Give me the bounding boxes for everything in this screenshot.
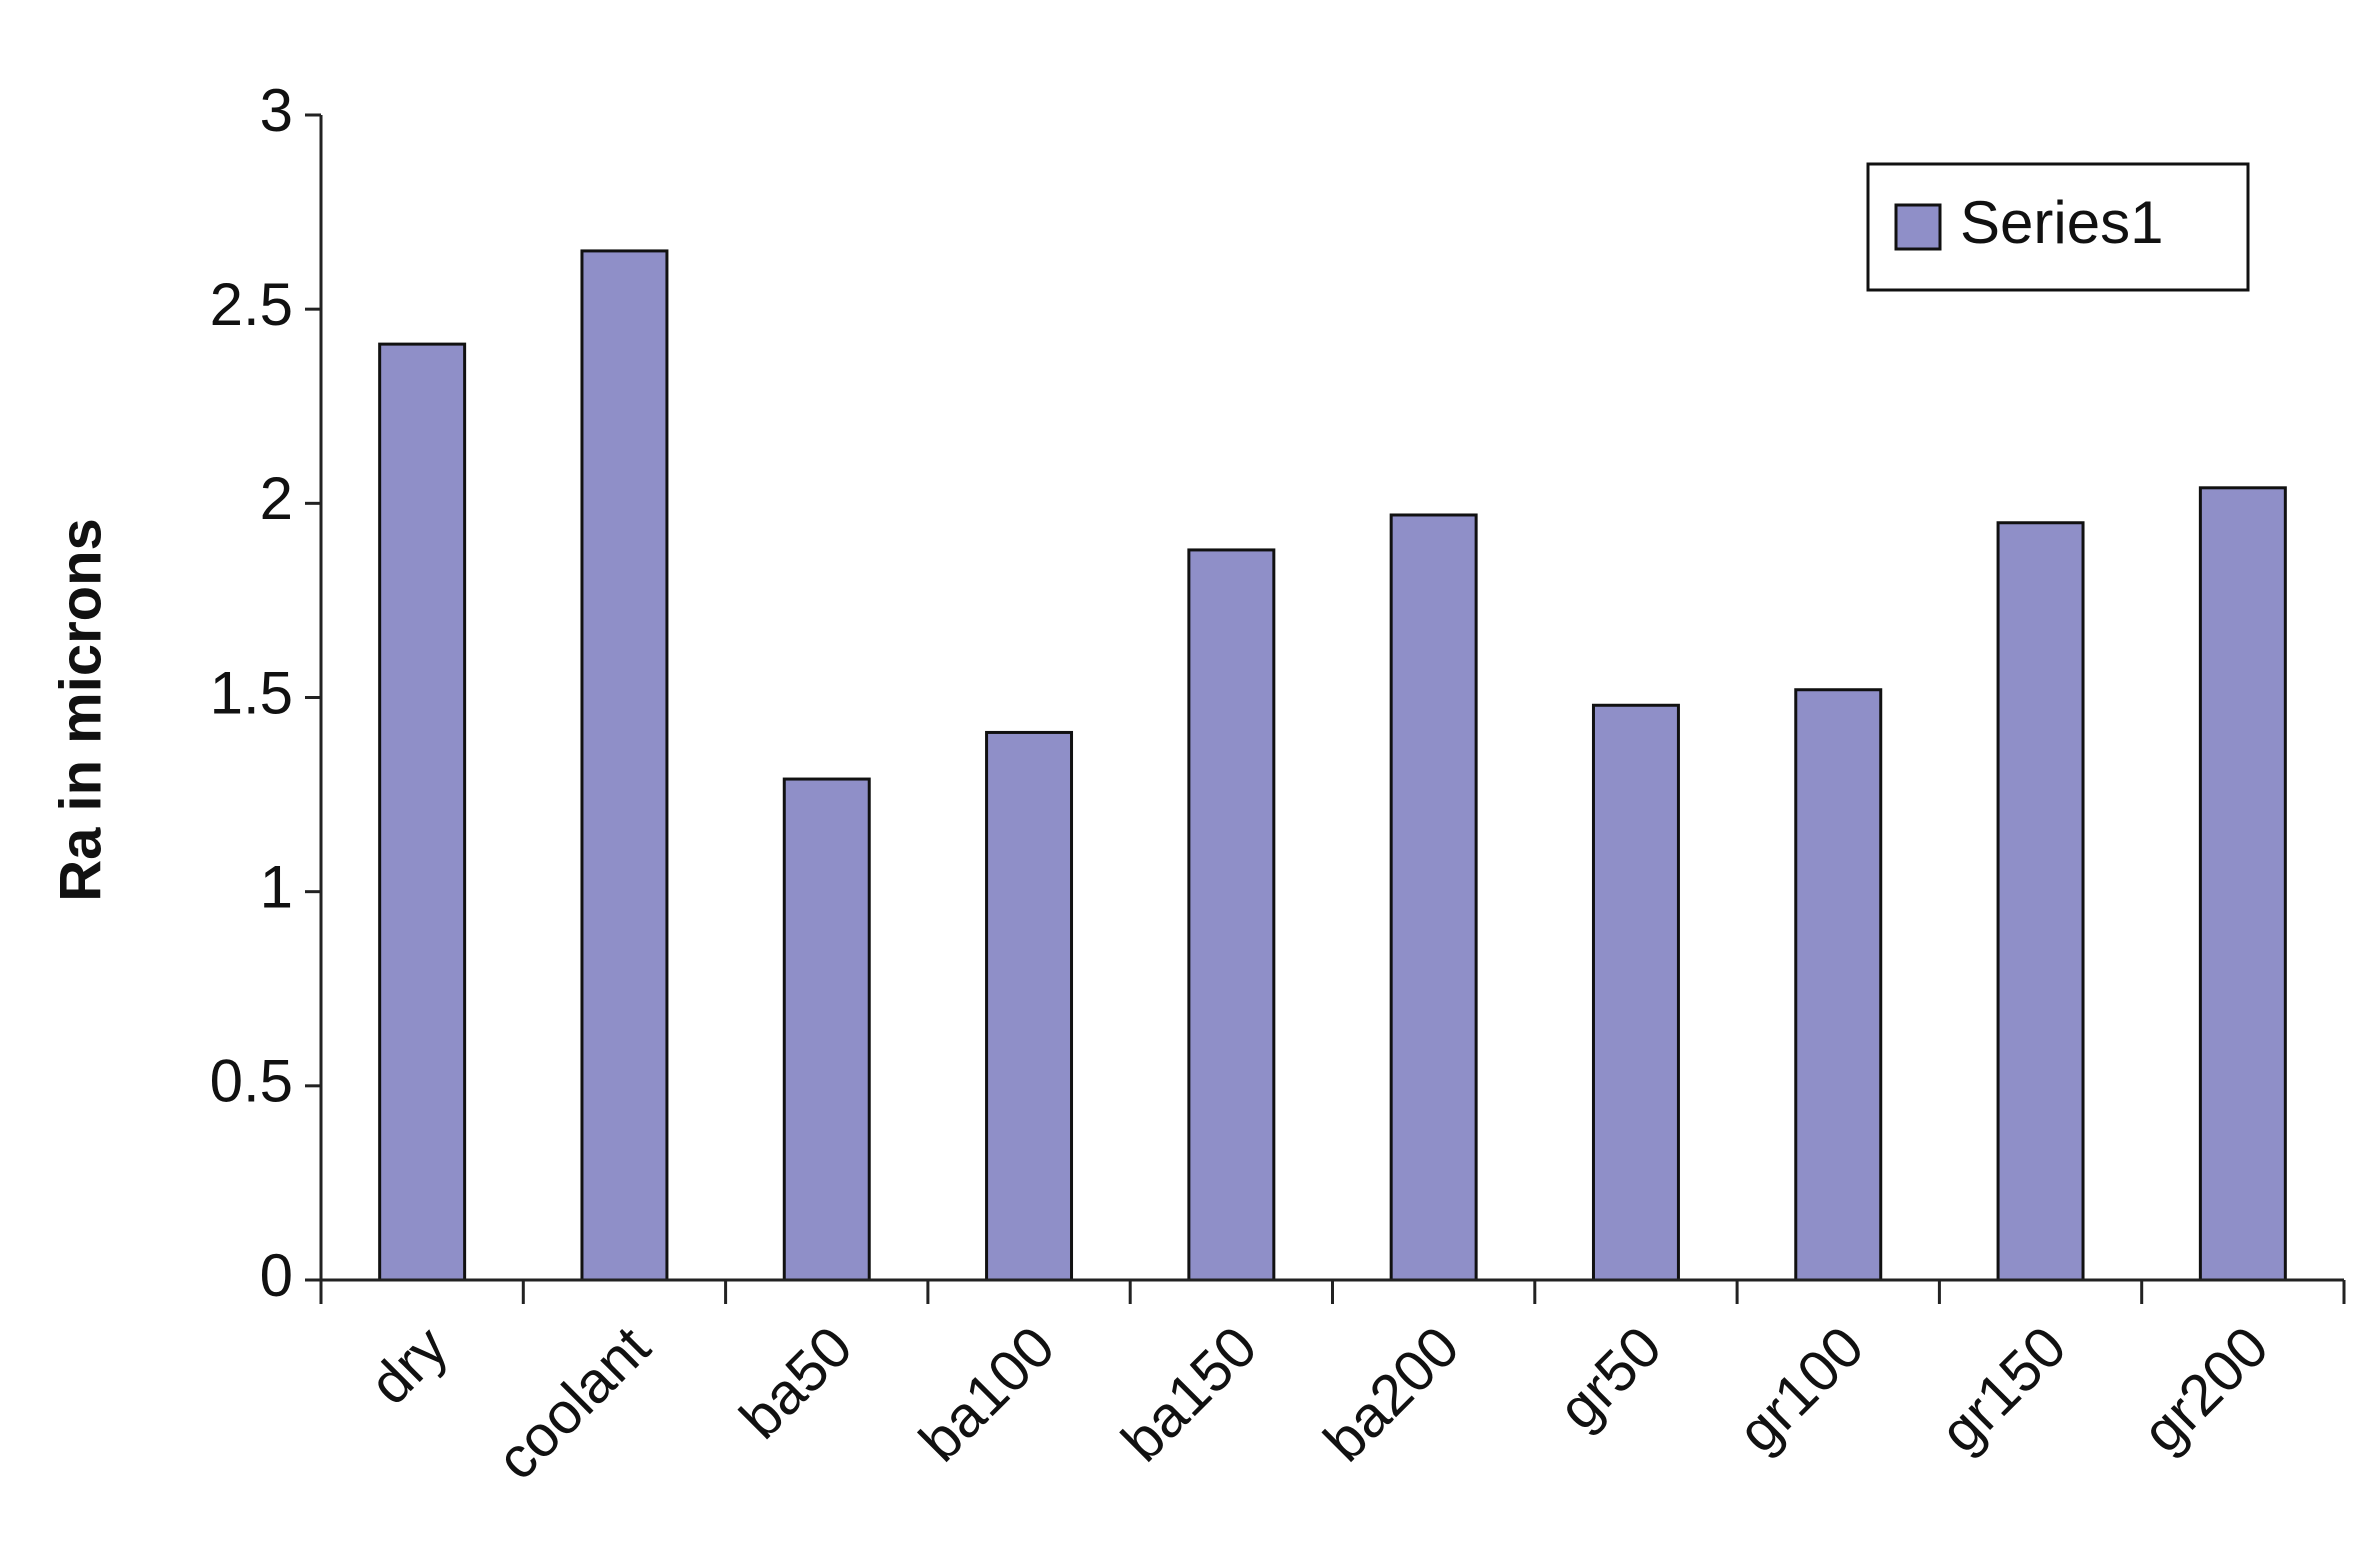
bar: [378, 342, 467, 1282]
x-tick-label: gr150: [1928, 1314, 2079, 1465]
x-tick-label: gr200: [2130, 1314, 2281, 1465]
x-tick-label: gr50: [1546, 1314, 1674, 1442]
bar: [1794, 688, 1883, 1282]
y-tick-label: 1.5: [210, 659, 293, 726]
y-tick-label: 0.5: [210, 1048, 293, 1115]
x-tick-label: dry: [357, 1314, 460, 1417]
legend-label: Series1: [1960, 189, 2163, 256]
bar: [2198, 486, 2287, 1282]
x-tick-label: ba200: [1312, 1314, 1472, 1474]
bar: [782, 777, 871, 1282]
x-tick-label: ba100: [907, 1314, 1067, 1474]
bar: [1591, 703, 1680, 1282]
bar: [1389, 513, 1478, 1282]
y-tick-label: 0: [260, 1242, 293, 1309]
x-tick-label: gr100: [1725, 1314, 1876, 1465]
x-tick-label: coolant: [484, 1314, 662, 1492]
x-tick-label: ba50: [728, 1314, 865, 1451]
y-tick-label: 1: [260, 854, 293, 921]
bar: [580, 249, 669, 1282]
bar: [1187, 548, 1276, 1282]
y-axis-title: Ra in microns: [48, 518, 113, 902]
y-tick-label: 3: [260, 77, 293, 144]
bar: [985, 730, 1074, 1282]
y-tick-label: 2.5: [210, 271, 293, 338]
y-tick-label: 2: [260, 465, 293, 532]
legend-swatch: [1894, 203, 1942, 251]
x-tick-label: ba150: [1109, 1314, 1269, 1474]
bar: [1996, 521, 2085, 1282]
